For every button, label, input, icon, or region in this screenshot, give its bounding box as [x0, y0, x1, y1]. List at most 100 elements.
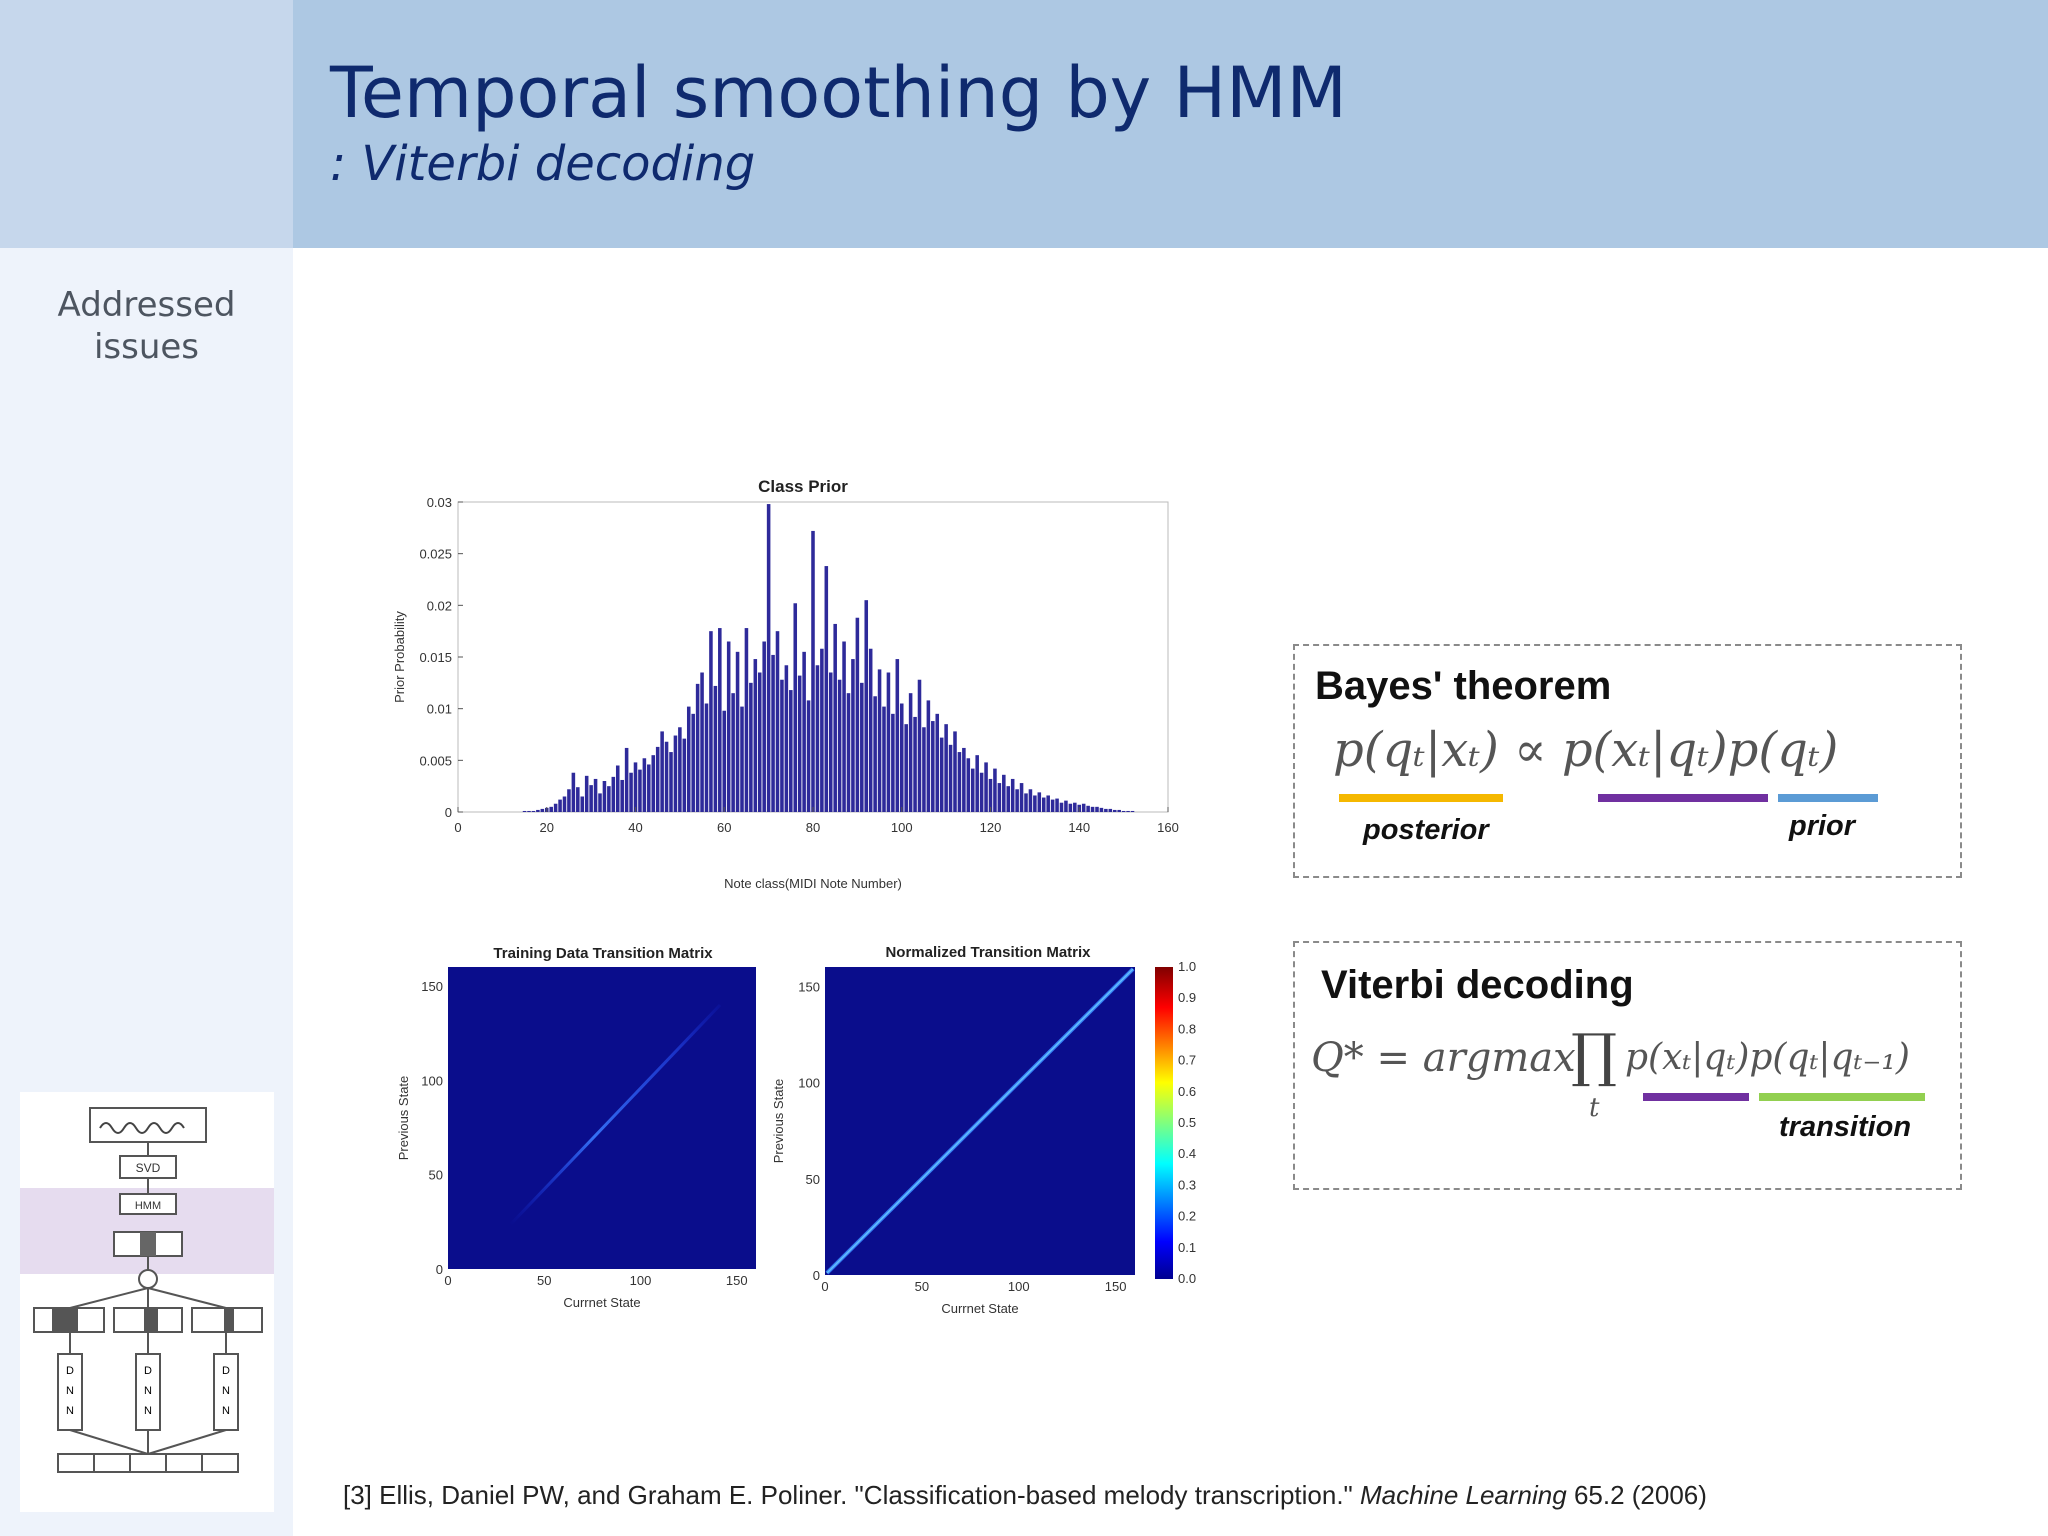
prior-bar [944, 724, 948, 812]
prior-bar [957, 752, 962, 812]
prior-bar [1090, 806, 1095, 812]
prior-bar [1019, 783, 1024, 812]
prior-bar [846, 693, 851, 812]
citation: [3] Ellis, Daniel PW, and Graham E. Poli… [343, 1480, 1707, 1511]
citation-suffix: 65.2 (2006) [1566, 1480, 1707, 1510]
viterbi-equation-left: Q* = argmax [1311, 1035, 1576, 1081]
training-matrix-xtick-label: 0 [444, 1273, 451, 1288]
prior-bar [775, 631, 780, 812]
viterbi-decoding-box: Viterbi decoding Q* = argmax ∏ t p(xₜ|qₜ… [1293, 941, 1962, 1190]
colorbar-tick-label: 0.7 [1178, 1053, 1196, 1068]
dnn-block-2: D N N [135, 1353, 161, 1431]
prior-bar [975, 755, 979, 812]
merge-node-icon [138, 1269, 158, 1289]
prior-bar [1068, 803, 1073, 812]
prior-bar [842, 641, 846, 812]
prior-bar [620, 779, 624, 812]
prior-bar [611, 776, 616, 812]
prior-bar [589, 785, 593, 812]
prior-xtick-label: 80 [806, 820, 820, 835]
training-matrix-xlabel: Currnet State [563, 1295, 640, 1310]
prior-bar [571, 772, 576, 812]
prior-bar [771, 654, 775, 812]
prior-bar [682, 738, 687, 812]
prior-bar [757, 672, 762, 812]
slide-subtitle: : Viterbi decoding [330, 136, 756, 192]
prior-bar [660, 731, 664, 812]
waveform-icon [99, 1122, 185, 1134]
prior-bar [726, 641, 731, 812]
training-matrix-ylabel: Previous State [396, 1076, 411, 1161]
svg-text:D: D [144, 1365, 152, 1377]
prior-bar [1081, 803, 1086, 812]
posterior-label: posterior [1363, 814, 1489, 846]
prior-bar [673, 735, 678, 812]
colorbar-tick-label: 0.6 [1178, 1084, 1196, 1099]
prior-bar [1086, 805, 1090, 812]
citation-prefix: [3] Ellis, Daniel PW, and Graham E. Poli… [343, 1480, 1361, 1510]
colorbar-tick-label: 0.0 [1178, 1271, 1196, 1286]
viterbi-equation-right: p(xₜ|qₜ)p(qₜ|qₜ₋₁) [1625, 1037, 1910, 1078]
prior-bar [686, 706, 691, 812]
prior-bar [567, 789, 571, 812]
waveform-box [89, 1107, 207, 1143]
colorbar-tick-label: 0.5 [1178, 1115, 1196, 1130]
prior-bar [997, 783, 1002, 812]
prior-bar [598, 793, 602, 812]
prior-xtick-label: 120 [980, 820, 1002, 835]
class-prior-title: Class Prior [758, 477, 848, 496]
prior-bar [939, 737, 944, 812]
normalized-matrix-xtick-label: 50 [915, 1279, 929, 1294]
prior-ytick-label: 0.02 [427, 598, 452, 613]
prior-bar [1126, 810, 1130, 812]
prior-bar [833, 623, 837, 812]
prior-bar [824, 566, 829, 812]
prior-bar [642, 758, 647, 812]
prior-bar [828, 672, 833, 812]
training-matrix-xtick-label: 150 [726, 1273, 748, 1288]
hmm-box [119, 1193, 177, 1215]
colorbar-tick-label: 0.3 [1178, 1177, 1196, 1192]
class-prior-ylabel: Prior Probability [392, 611, 407, 703]
prior-bar [882, 706, 886, 812]
prior-ytick-label: 0.005 [419, 753, 452, 768]
prior-bar [669, 752, 673, 812]
prior-bar [762, 641, 766, 812]
prior-bar [908, 693, 913, 812]
prior-bar [576, 787, 580, 812]
prior-bar [1015, 789, 1019, 812]
prior-bar [1037, 792, 1042, 812]
prior-bar [633, 762, 638, 812]
svd-label: SVD [136, 1161, 161, 1175]
prior-bar [935, 713, 940, 812]
prior-bar [655, 746, 660, 812]
svg-text:N: N [144, 1405, 152, 1417]
prior-bar [966, 758, 971, 812]
prior-xtick-label: 40 [628, 820, 642, 835]
viterbi-title: Viterbi decoding [1321, 963, 1634, 1007]
prior-bar [562, 796, 567, 812]
prior-bar [948, 744, 953, 812]
prior-bar [749, 682, 753, 812]
prior-bar [979, 772, 984, 812]
slide-header [293, 0, 2048, 248]
training-matrix-ytick-label: 100 [421, 1073, 443, 1088]
prior-bar [549, 806, 553, 812]
prior-bar [744, 628, 749, 812]
prior-bar [651, 755, 656, 812]
prior-bar [558, 799, 562, 812]
training-matrix-xtick-label: 50 [537, 1273, 551, 1288]
svg-text:D: D [66, 1365, 74, 1377]
posterior-underline [1339, 794, 1503, 802]
product-symbol: ∏ [1571, 1021, 1618, 1089]
prior-bar [837, 679, 842, 812]
prior-bar [860, 682, 864, 812]
dnn-block-3: D N N [213, 1353, 239, 1431]
prior-bar [917, 679, 922, 812]
prior-bar [593, 778, 598, 812]
prior-bar [1104, 808, 1108, 812]
normalized-matrix-ytick-label: 100 [798, 1076, 820, 1091]
prior-ytick-label: 0.025 [419, 547, 452, 562]
prior-ytick-label: 0 [445, 805, 452, 820]
prior-bar [580, 796, 585, 812]
